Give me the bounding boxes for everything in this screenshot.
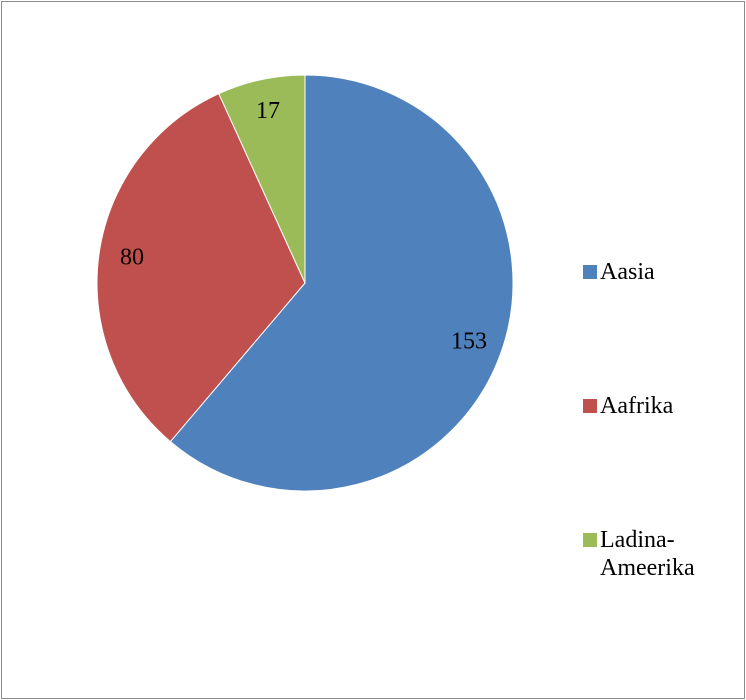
legend-swatch — [583, 265, 597, 279]
legend-item: Ladina-Ameerika — [583, 526, 710, 582]
legend-item: Aasia — [583, 258, 710, 286]
data-label: 17 — [256, 98, 280, 124]
pie-slice — [96, 93, 306, 443]
legend-label: Aasia — [600, 259, 655, 285]
legend-label: Ladina-Ameerika — [600, 527, 695, 581]
legend-label: Aafrika — [600, 393, 674, 419]
data-label: 80 — [120, 244, 144, 270]
legend-item: Aafrika — [583, 392, 710, 420]
pie-slice — [169, 74, 514, 492]
pie-slice — [218, 74, 306, 284]
legend-swatch — [583, 399, 597, 413]
legend-swatch — [583, 533, 597, 547]
data-label: 153 — [451, 329, 487, 355]
